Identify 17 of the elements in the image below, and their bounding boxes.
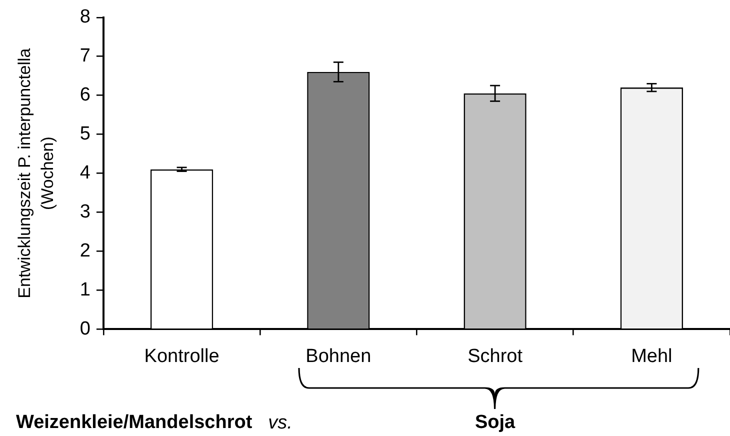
y-tick-label: 0: [80, 318, 90, 340]
y-tick-label: 6: [80, 84, 90, 106]
x-tick-label: Schrot: [468, 346, 524, 367]
y-tick-label: 5: [80, 124, 90, 145]
x-tick-label: Kontrolle: [144, 346, 220, 367]
y-tick-label: 2: [80, 240, 90, 262]
text: vs.: [268, 412, 292, 434]
text: Soja: [474, 412, 516, 434]
text: Weizenkleie/Mandelschrot: [16, 412, 253, 434]
x-tick-label: Mehl: [631, 346, 672, 367]
y-axis-title: Entwicklungszeit P. interpunctella (Wochen): [15, 48, 58, 298]
y-tick-label: 3: [80, 202, 90, 223]
y-tick-label: 7: [80, 46, 90, 67]
y-tick-label: 8: [80, 6, 90, 28]
y-tick-label: 1: [80, 279, 90, 300]
x-tick-label: Bohnen: [306, 346, 372, 367]
y-tick-label: 4: [80, 162, 91, 184]
